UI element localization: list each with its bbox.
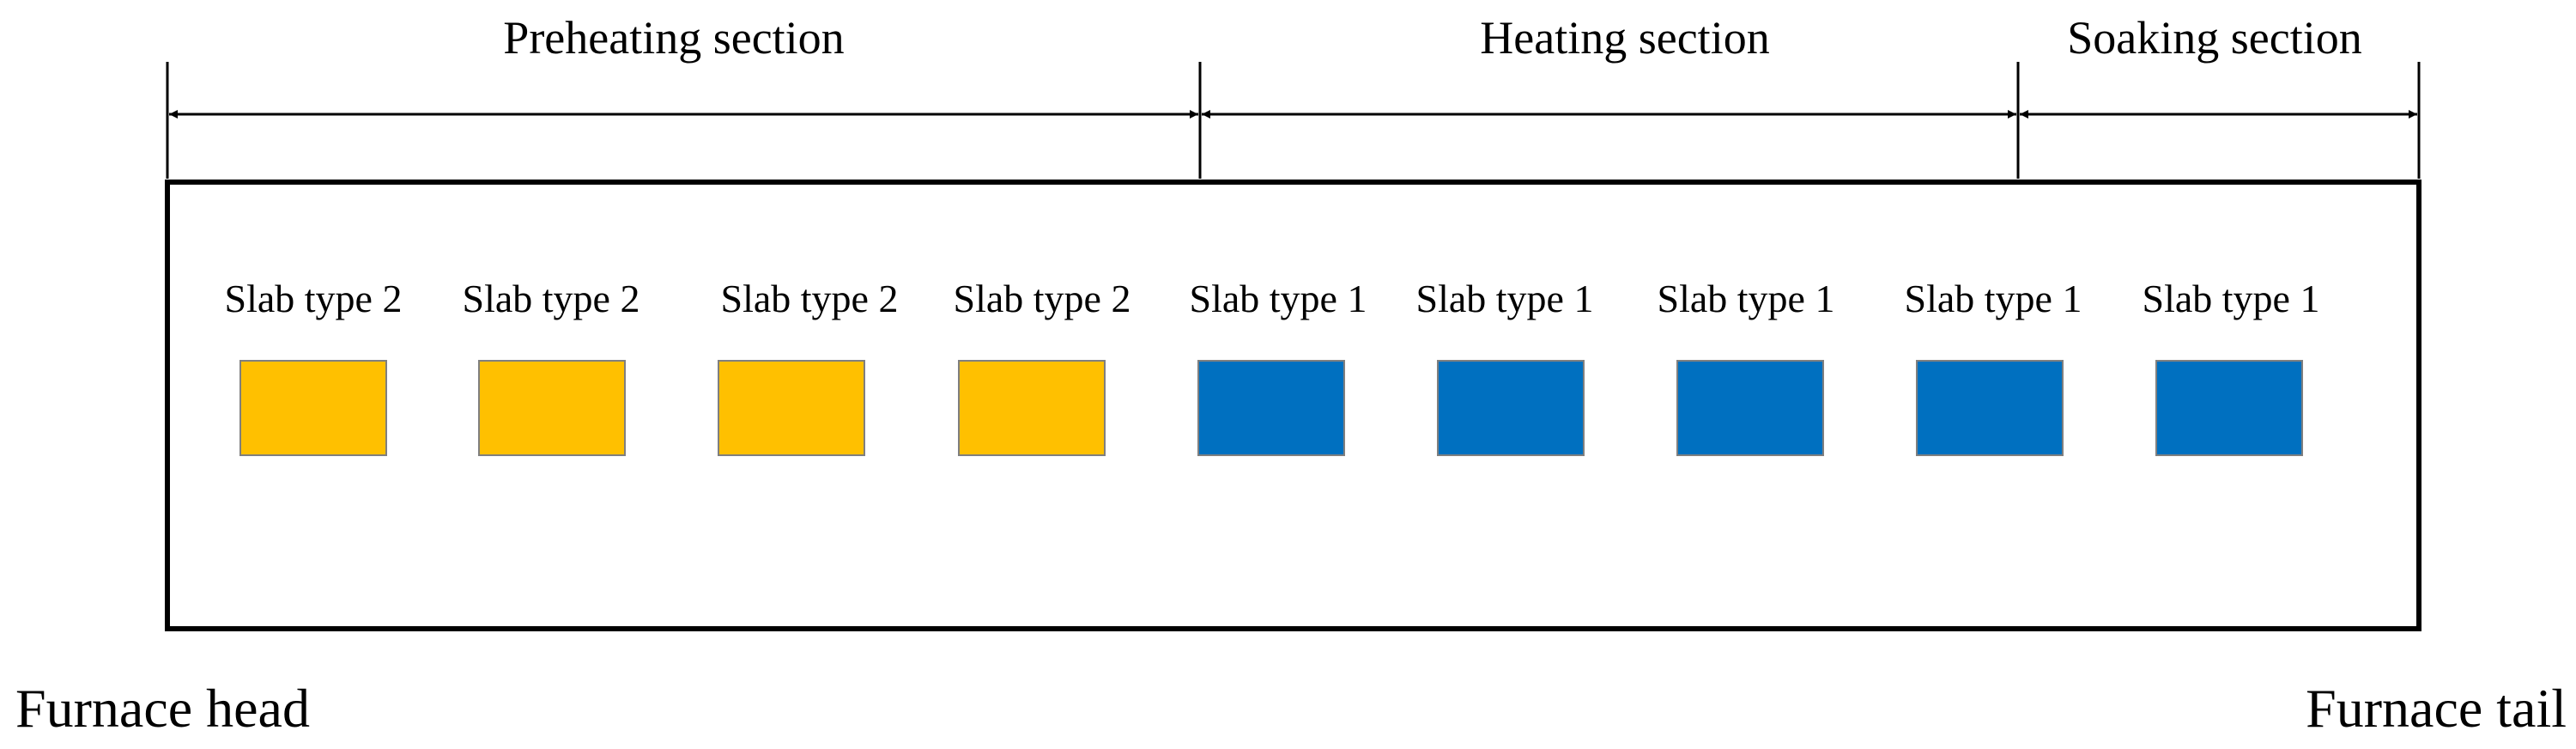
- slab-label: Slab type 1: [1416, 277, 1594, 320]
- slab-label: Slab type 2: [225, 277, 403, 320]
- furnace-tail-label: Furnace tail: [2306, 678, 2567, 739]
- furnace-head-label: Furnace head: [15, 678, 310, 739]
- slab-label: Slab type 1: [1190, 277, 1367, 320]
- slab-block: [1916, 360, 2064, 456]
- slab-label: Slab type 2: [954, 277, 1131, 320]
- slab-block: [718, 360, 865, 456]
- slab-label: Slab type 2: [463, 277, 640, 320]
- slab-block: [1676, 360, 1824, 456]
- slab-label: Slab type 1: [1905, 277, 2082, 320]
- slab-block: [239, 360, 387, 456]
- preheating-section-label: Preheating section: [503, 12, 844, 64]
- slab-block: [1197, 360, 1345, 456]
- slab-block: [478, 360, 626, 456]
- slab-label: Slab type 1: [2143, 277, 2320, 320]
- slab-label: Slab type 2: [721, 277, 899, 320]
- slab-label: Slab type 1: [1658, 277, 1835, 320]
- slab-block: [2155, 360, 2303, 456]
- slab-block: [958, 360, 1106, 456]
- heating-section-label: Heating section: [1480, 12, 1769, 64]
- soaking-section-label: Soaking section: [2067, 12, 2361, 64]
- slab-block: [1437, 360, 1585, 456]
